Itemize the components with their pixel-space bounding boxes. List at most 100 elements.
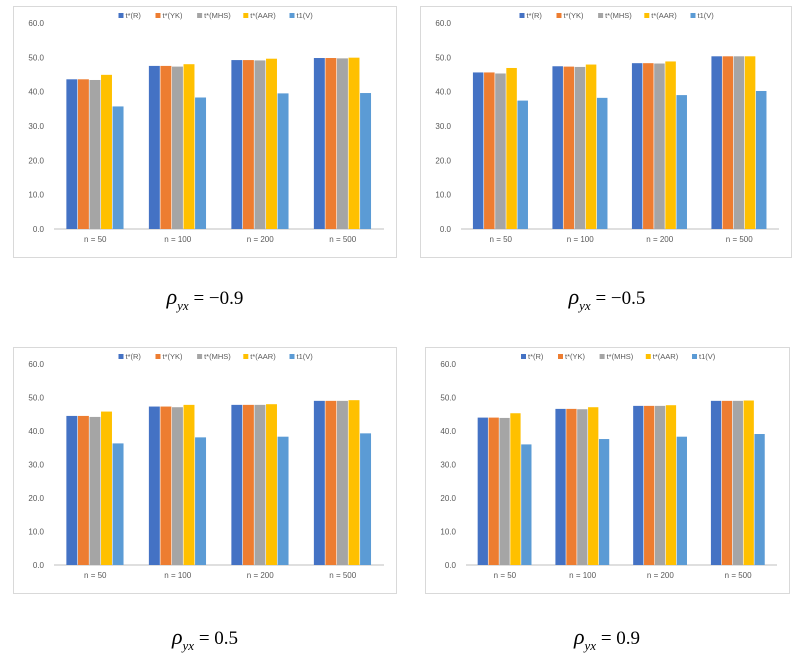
caption-sub: yx bbox=[182, 638, 195, 653]
bar bbox=[631, 63, 643, 229]
x-tick-label: n = 500 bbox=[329, 235, 356, 244]
bar bbox=[77, 415, 89, 565]
legend-label: t*(YK) bbox=[564, 11, 585, 20]
bar bbox=[348, 400, 360, 565]
x-tick-label: n = 50 bbox=[84, 235, 107, 244]
x-tick-label: n = 50 bbox=[490, 235, 513, 244]
y-tick-label: 0.0 bbox=[445, 561, 457, 570]
bar bbox=[654, 405, 666, 565]
x-tick-label: n = 200 bbox=[247, 235, 274, 244]
y-tick-label: 10.0 bbox=[28, 528, 44, 537]
bar bbox=[495, 73, 506, 229]
bar bbox=[665, 405, 677, 565]
x-tick-label: n = 100 bbox=[164, 235, 191, 244]
legend-label: t*(R) bbox=[126, 352, 142, 361]
y-tick-label: 50.0 bbox=[435, 53, 451, 62]
bar bbox=[710, 400, 722, 565]
legend-swatch bbox=[598, 13, 604, 18]
bar bbox=[277, 93, 289, 229]
caption-1: ρyx = −0.9 bbox=[105, 284, 305, 313]
x-tick-label: n = 200 bbox=[247, 571, 274, 580]
legend-label: t*(AAR) bbox=[250, 11, 276, 20]
bar bbox=[506, 67, 517, 229]
y-tick-label: 20.0 bbox=[28, 156, 44, 165]
bar bbox=[254, 60, 266, 229]
chart-4: 0.0 10.0 20.0 30.0 40.0 50.0 60.0 n = 50 n = 100… bbox=[440, 352, 777, 580]
y-tick-label: 20.0 bbox=[435, 156, 451, 165]
bar bbox=[676, 95, 687, 229]
legend-swatch bbox=[692, 354, 697, 359]
bar bbox=[510, 413, 521, 565]
chart-panel-2: 0.0 10.0 20.0 30.0 40.0 50.0 60.0 n = 50 n = 100… bbox=[420, 6, 792, 258]
y-tick-label: 10.0 bbox=[440, 528, 456, 537]
bar bbox=[313, 58, 325, 229]
bar bbox=[472, 72, 484, 229]
bar bbox=[195, 97, 207, 230]
bar bbox=[555, 408, 566, 565]
caption-rho: ρ bbox=[568, 284, 580, 309]
x-tick-label: n = 100 bbox=[164, 571, 191, 580]
bar bbox=[171, 407, 183, 565]
caption-value: = −0.5 bbox=[595, 288, 646, 309]
bar bbox=[101, 411, 112, 565]
y-tick-label: 30.0 bbox=[28, 122, 44, 131]
legend-label: t*(R) bbox=[527, 11, 543, 20]
x-tick-label: n = 50 bbox=[84, 571, 107, 580]
caption-value: = −0.9 bbox=[193, 288, 244, 309]
bar bbox=[711, 56, 722, 230]
bar bbox=[563, 66, 575, 229]
legend-label: t1(V) bbox=[297, 352, 314, 361]
legend-swatch bbox=[644, 13, 650, 18]
bar bbox=[242, 404, 254, 565]
y-tick-label: 60.0 bbox=[28, 19, 44, 28]
bar bbox=[231, 60, 243, 229]
caption-sub: yx bbox=[579, 298, 591, 313]
caption-3: ρyx = 0.5 bbox=[105, 624, 305, 653]
legend-label: t*(AAR) bbox=[653, 352, 679, 361]
bar bbox=[148, 65, 160, 229]
x-tick-label: n = 50 bbox=[494, 571, 517, 580]
y-tick-label: 40.0 bbox=[28, 427, 44, 436]
y-tick-label: 30.0 bbox=[440, 461, 456, 470]
legend-swatch bbox=[197, 13, 203, 18]
bar bbox=[254, 404, 266, 565]
legend-label: t1(V) bbox=[699, 352, 716, 361]
x-tick-label: n = 200 bbox=[646, 235, 673, 244]
x-tick-label: n = 500 bbox=[725, 571, 752, 580]
bar bbox=[277, 436, 289, 565]
bar bbox=[183, 64, 195, 229]
legend-label: t*(MHS) bbox=[607, 352, 634, 361]
bar bbox=[643, 63, 654, 229]
bar bbox=[577, 409, 588, 565]
legend-label: t*(MHS) bbox=[204, 11, 231, 20]
caption-value: = 0.9 bbox=[600, 628, 641, 649]
bar bbox=[744, 56, 756, 230]
bar bbox=[754, 434, 765, 565]
bar bbox=[733, 56, 745, 230]
y-tick-label: 50.0 bbox=[28, 53, 44, 62]
x-tick-label: n = 500 bbox=[726, 235, 753, 244]
caption-2: ρyx = −0.5 bbox=[507, 284, 707, 313]
legend-swatch bbox=[155, 354, 161, 359]
bar bbox=[596, 97, 608, 229]
caption-sub: yx bbox=[584, 638, 597, 653]
bar bbox=[66, 79, 78, 229]
bar bbox=[574, 66, 586, 229]
bar bbox=[499, 417, 510, 565]
bar bbox=[348, 57, 360, 229]
y-tick-label: 0.0 bbox=[33, 225, 45, 234]
bar bbox=[112, 106, 124, 229]
bar bbox=[521, 444, 532, 565]
bar bbox=[266, 404, 277, 565]
bar bbox=[566, 408, 577, 565]
legend-swatch bbox=[599, 354, 605, 359]
legend-label: t*(YK) bbox=[565, 352, 586, 361]
bar bbox=[598, 439, 610, 565]
y-tick-label: 40.0 bbox=[435, 88, 451, 97]
y-tick-label: 20.0 bbox=[440, 494, 456, 503]
bar bbox=[325, 400, 337, 565]
bar bbox=[721, 400, 733, 565]
y-tick-label: 60.0 bbox=[28, 360, 44, 369]
bar bbox=[183, 404, 195, 565]
legend-swatch bbox=[556, 13, 562, 18]
